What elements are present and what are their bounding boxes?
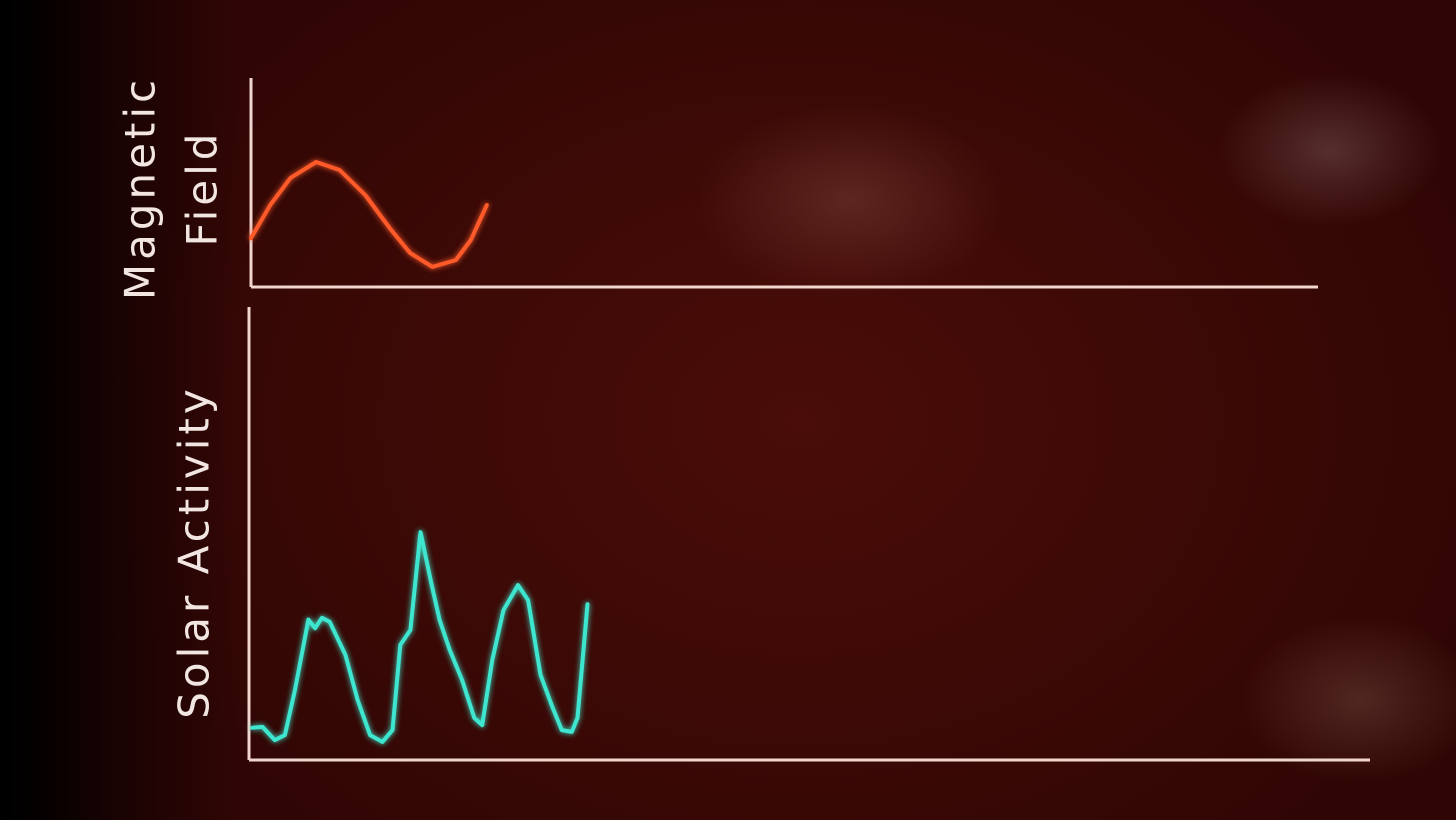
y-axis-label: Magnetic — [116, 76, 165, 300]
y-axis-label: Field — [178, 130, 227, 247]
y-axis-label: Solar Activity — [170, 385, 219, 718]
data-line — [250, 530, 590, 744]
data-line — [249, 160, 489, 269]
vignette — [0, 0, 240, 820]
